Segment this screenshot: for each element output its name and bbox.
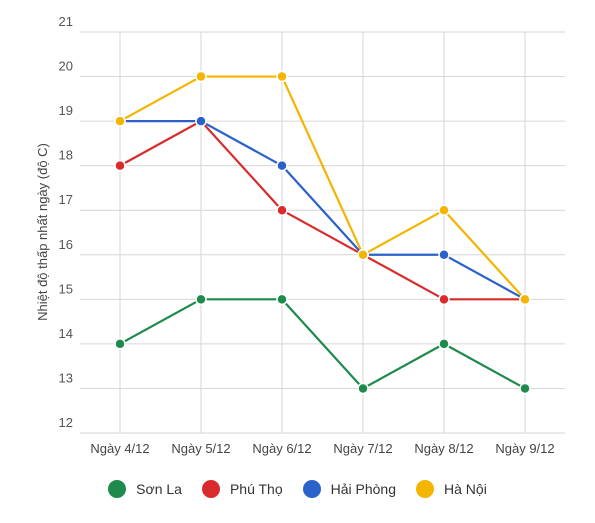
series-line-1 — [119, 120, 525, 301]
legend-item: Sơn La — [108, 480, 182, 498]
data-point-0-4 — [438, 338, 450, 350]
x-tick-label: Ngày 8/12 — [414, 441, 473, 456]
data-point-2-2 — [276, 159, 288, 172]
data-point-1-0 — [114, 159, 126, 172]
y-tick-label: 15 — [59, 281, 73, 296]
data-point-0-1 — [195, 293, 207, 306]
y-tick-label: 21 — [59, 14, 73, 29]
legend-swatch — [302, 480, 321, 498]
y-tick-label: 20 — [59, 59, 73, 74]
legend-label: Hà Nội — [444, 481, 487, 497]
x-tick-label: Ngày 4/12 — [90, 441, 149, 456]
y-tick-label: 18 — [59, 148, 73, 163]
y-tick-label: 13 — [59, 370, 73, 385]
legend-item: Phú Thọ — [201, 480, 283, 498]
y-tick-label: 12 — [59, 415, 73, 430]
y-tick-label: 14 — [59, 326, 73, 341]
y-tick-label: 17 — [59, 192, 73, 207]
series-line-3 — [119, 75, 526, 301]
legend-item: Hải Phòng — [302, 480, 397, 498]
data-point-3-2 — [276, 70, 288, 83]
legend-swatch — [201, 480, 220, 498]
series-line-2 — [120, 120, 526, 301]
data-point-2-4 — [438, 249, 450, 261]
legend: Sơn La Phú Thọ Hải Phòng Hà Nội — [0, 480, 595, 498]
y-tick-labels: 21 20 19 18 17 16 15 14 13 12 — [59, 14, 73, 430]
data-point-3-3 — [357, 249, 369, 261]
legend-swatch — [416, 480, 435, 498]
data-point-1-4 — [438, 293, 450, 306]
x-tick-label: Ngày 9/12 — [495, 441, 554, 456]
data-point-1-2 — [276, 204, 288, 216]
x-tick-label: Ngày 5/12 — [171, 441, 230, 456]
legend-label: Sơn La — [136, 481, 182, 497]
x-tick-label: Ngày 6/12 — [252, 441, 311, 456]
legend-label: Hải Phòng — [330, 481, 397, 497]
legend-swatch — [108, 480, 127, 498]
data-point-0-2 — [276, 293, 288, 306]
data-point-2-1 — [195, 115, 207, 127]
legend-label: Phú Thọ — [229, 481, 283, 497]
series-lines — [119, 75, 526, 390]
x-tick-label: Ngày 7/12 — [333, 441, 392, 456]
y-axis-label: Nhiệt độ thấp nhất ngày (độ C) — [35, 143, 50, 321]
data-point-3-5 — [519, 293, 531, 306]
x-tick-labels: Ngày 4/12 Ngày 5/12 Ngày 6/12 Ngày 7/12 Ngày… — [90, 441, 554, 456]
series-line-0 — [119, 298, 526, 390]
data-point-0-5 — [519, 382, 531, 395]
data-point-0-3 — [357, 382, 369, 395]
series-points — [114, 70, 531, 395]
data-point-3-1 — [195, 70, 207, 83]
data-point-3-0 — [114, 115, 126, 127]
data-point-0-0 — [114, 338, 126, 350]
y-tick-label: 19 — [59, 103, 73, 118]
y-tick-label: 16 — [59, 237, 73, 252]
data-point-3-4 — [438, 204, 450, 216]
legend-item: Hà Nội — [416, 480, 487, 498]
